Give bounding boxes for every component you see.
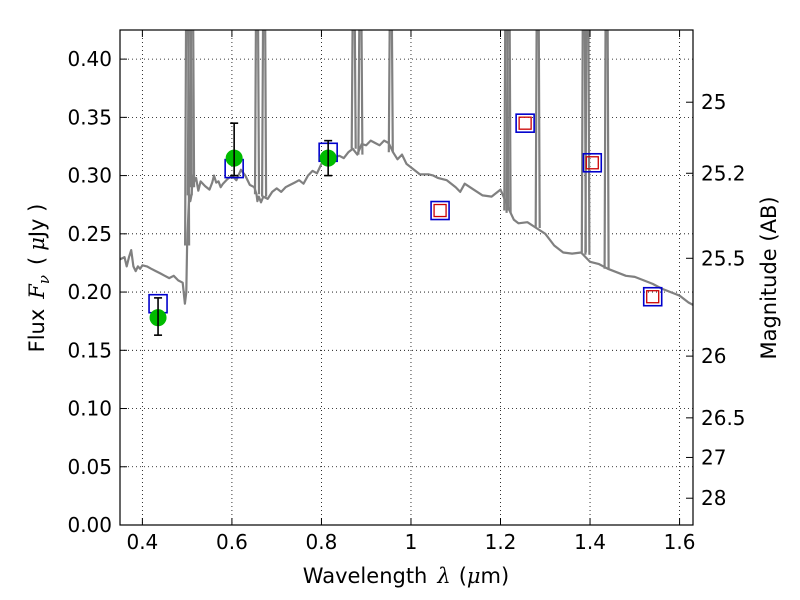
y2-tick-label: 25 xyxy=(701,90,726,114)
upper-limit-point xyxy=(518,116,532,130)
ticks: 0.4 0.6 0.8 1 1.2 1.4 1.6 0.00 0.05 0.10 0.15 0.20 0… xyxy=(67,30,746,554)
y2-tick-label: 25.2 xyxy=(701,161,746,185)
emission-line xyxy=(253,30,261,195)
x-tick-label: 1 xyxy=(405,530,418,554)
x-tick-label: 0.6 xyxy=(216,530,248,554)
emission-line xyxy=(584,30,591,255)
x-tick-label: 1.6 xyxy=(664,530,696,554)
emission-line xyxy=(357,30,364,155)
upper-limit-point xyxy=(646,290,660,304)
x-tick-label: 1.2 xyxy=(485,530,517,554)
y-tick-label: 0.05 xyxy=(67,455,112,479)
x-axis-label: Wavelength λ (μm) xyxy=(303,564,509,588)
upper-limit-point xyxy=(585,156,599,170)
y-tick-label: 0.25 xyxy=(67,222,112,246)
emission-line xyxy=(350,30,357,149)
y2-axis-label: Magnitude (AB) xyxy=(757,196,781,359)
model-photometry-point xyxy=(642,286,663,307)
y-tick-label: 0.40 xyxy=(67,47,112,71)
emission-line xyxy=(603,30,610,269)
y-tick-label: 0.30 xyxy=(67,164,112,188)
emission-line xyxy=(387,30,394,153)
spectrum-line xyxy=(120,139,693,306)
x-tick-label: 0.8 xyxy=(306,530,338,554)
y2-tick-label: 26.5 xyxy=(701,406,746,430)
y2-tick-label: 26 xyxy=(701,344,726,368)
emission-line xyxy=(534,30,541,229)
y-tick-label: 0.15 xyxy=(67,338,112,362)
emission-line xyxy=(189,30,196,188)
x-tick-label: 0.4 xyxy=(126,530,158,554)
y2-tick-label: 28 xyxy=(701,486,726,510)
model-photometry-point xyxy=(582,152,603,173)
y-tick-label: 0.35 xyxy=(67,105,112,129)
y-tick-label: 0.00 xyxy=(67,513,112,537)
plot-frame xyxy=(119,29,694,526)
model-photometry-point xyxy=(430,200,450,221)
x-tick-label: 1.4 xyxy=(574,530,606,554)
grid xyxy=(120,30,693,526)
y-tick-label: 0.20 xyxy=(67,280,112,304)
upper-limit-point xyxy=(433,203,447,218)
y2-tick-label: 25.5 xyxy=(701,246,746,270)
y-axis-label: FluxFν(μJy ) xyxy=(25,204,53,353)
emission-line xyxy=(505,30,512,213)
model-photometry-point xyxy=(515,113,535,133)
plot-area xyxy=(120,30,693,336)
emission-line xyxy=(261,30,268,197)
y-tick-label: 0.10 xyxy=(67,397,112,421)
y2-tick-label: 27 xyxy=(701,445,726,469)
